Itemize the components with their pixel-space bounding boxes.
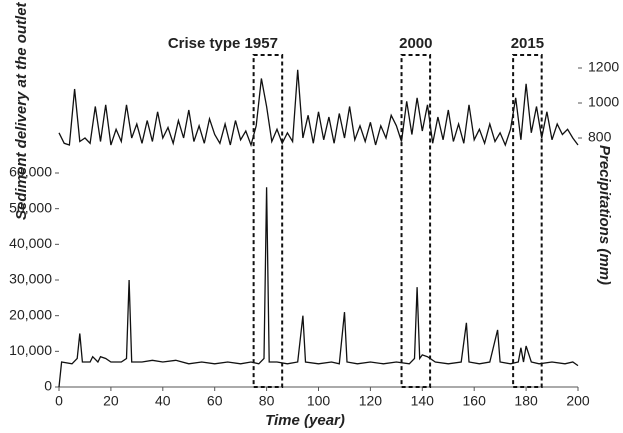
y2-tick-label: 800 bbox=[588, 129, 612, 145]
x-tick-label: 60 bbox=[207, 393, 223, 409]
x-tick-label: 80 bbox=[259, 393, 275, 409]
annotation: Crise type 1957 bbox=[168, 35, 278, 52]
highlight-box bbox=[400, 54, 432, 388]
x-tick-label: 120 bbox=[359, 393, 383, 409]
y-tick-label: 60,000 bbox=[9, 164, 52, 180]
y2-axis-title: Precipitations (mm) bbox=[596, 145, 613, 285]
y-tick-label: 50,000 bbox=[9, 199, 52, 215]
y2-tick-label: 1000 bbox=[588, 94, 619, 110]
data-line bbox=[58, 69, 579, 148]
y-tick-label: 0 bbox=[44, 378, 52, 394]
x-tick-label: 0 bbox=[55, 393, 63, 409]
x-axis-title: Time (year) bbox=[265, 412, 345, 429]
y-axis-title: Sediment delivery at the outlet (m³) bbox=[13, 0, 30, 220]
annotation: 2015 bbox=[511, 35, 544, 52]
y-tick-label: 10,000 bbox=[9, 342, 52, 358]
y-tick-label: 20,000 bbox=[9, 306, 52, 322]
y-tick-label: 40,000 bbox=[9, 235, 52, 251]
x-tick-label: 180 bbox=[514, 393, 538, 409]
highlight-box bbox=[252, 54, 284, 388]
data-line bbox=[58, 187, 579, 388]
x-tick-label: 200 bbox=[566, 393, 590, 409]
x-tick-label: 160 bbox=[463, 393, 487, 409]
y2-tick-label: 1200 bbox=[588, 59, 619, 75]
highlight-box bbox=[512, 54, 543, 388]
x-tick-label: 40 bbox=[155, 393, 171, 409]
x-tick-label: 20 bbox=[103, 393, 119, 409]
y-tick-label: 30,000 bbox=[9, 271, 52, 287]
x-tick-label: 140 bbox=[411, 393, 435, 409]
x-tick-label: 100 bbox=[307, 393, 331, 409]
annotation: 2000 bbox=[399, 35, 432, 52]
